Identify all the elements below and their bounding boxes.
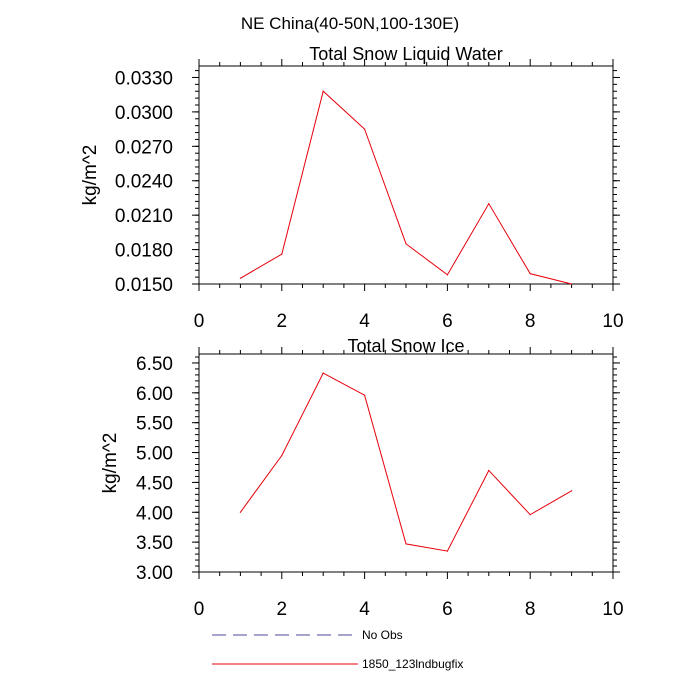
y-tick-label: 5.50: [136, 414, 173, 435]
y-axis-label: kg/m^2: [80, 145, 101, 206]
y-tick-label: 4.50: [136, 473, 173, 494]
data-point: [322, 90, 324, 92]
x-tick-label: 8: [525, 599, 536, 620]
plot-frame: [198, 65, 614, 285]
series-line-1850_123lndbugfix: [240, 90, 572, 285]
x-tick-label: 6: [442, 599, 453, 620]
data-point: [529, 273, 531, 275]
y-tick-label: 3.00: [136, 563, 173, 584]
y-axis-label: kg/m^2: [100, 433, 121, 494]
y-tick-label: 6.00: [136, 384, 173, 405]
data-point: [364, 394, 366, 396]
y-tick-label: 0.0270: [115, 137, 173, 158]
data-point: [364, 128, 366, 130]
data-point: [446, 274, 448, 276]
data-point: [488, 203, 490, 205]
plot-frame: [198, 353, 614, 573]
x-tick-label: 10: [602, 311, 623, 332]
x-tick-label: 10: [602, 599, 623, 620]
legend: No Obs 1850_123lndbugfix: [212, 628, 463, 671]
data-point: [281, 253, 283, 255]
y-tick-label: 0.0330: [115, 68, 173, 89]
x-tick-label: 2: [277, 311, 288, 332]
legend-label-no-obs: No Obs: [362, 628, 403, 642]
data-point: [571, 283, 573, 285]
legend-label-1850-123lndbugfix: 1850_123lndbugfix: [362, 657, 463, 671]
data-point: [488, 469, 490, 472]
x-tick-label: 4: [359, 311, 370, 332]
x-tick-label: 6: [442, 311, 453, 332]
y-tick-label: 0.0180: [115, 241, 173, 262]
data-point: [239, 277, 241, 279]
x-tick-label: 0: [194, 311, 205, 332]
chart-title: Total Snow Liquid Water: [309, 44, 502, 64]
y-tick-label: 0.0150: [115, 275, 173, 296]
data-point: [405, 243, 407, 245]
x-tick-label: 8: [525, 311, 536, 332]
series-line-1850_123lndbugfix: [239, 372, 572, 552]
data-point: [529, 514, 531, 516]
data-point: [405, 543, 407, 545]
x-tick-label: 0: [194, 599, 205, 620]
y-tick-label: 3.50: [136, 533, 173, 554]
y-tick-label: 0.0300: [115, 103, 173, 124]
data-point: [239, 511, 241, 513]
chart-snow-ice: Total Snow Ice kg/m^2 0 2 4 6 8 10 3.00 3.50 4.00 4…: [100, 336, 624, 620]
data-point: [281, 454, 283, 457]
chart-title: Total Snow Ice: [347, 336, 464, 356]
data-point: [446, 550, 448, 552]
x-tick-label: 2: [277, 599, 288, 620]
y-tick-label: 4.00: [136, 503, 173, 524]
x-tick-label: 4: [359, 599, 370, 620]
y-tick-label: 0.0210: [115, 206, 173, 227]
y-tick-label: 0.0240: [115, 172, 173, 193]
y-tick-label: 6.50: [136, 354, 173, 375]
data-point: [571, 490, 573, 492]
data-point: [322, 372, 324, 374]
figure-title: NE China(40-50N,100-130E): [241, 14, 459, 33]
y-tick-label: 5.00: [136, 444, 173, 465]
chart-snow-liquid-water: Total Snow Liquid Water kg/m^2 0 2 4 6 8 10 0.01…: [80, 44, 624, 332]
